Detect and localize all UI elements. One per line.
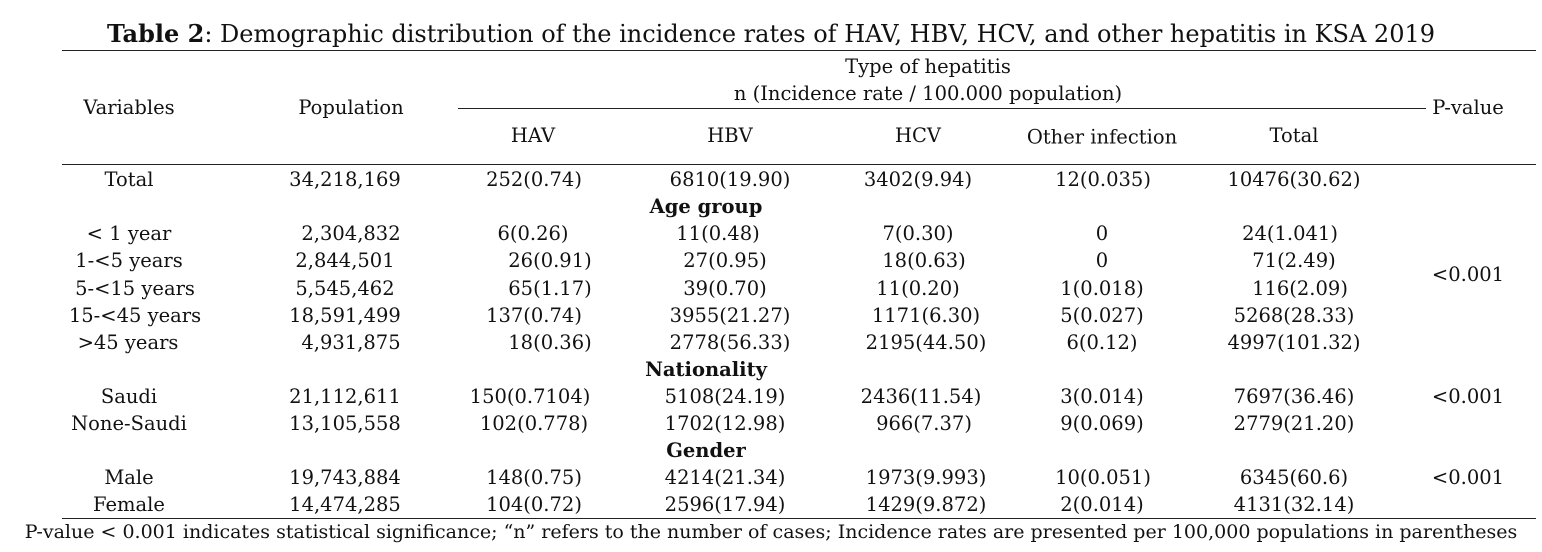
total-row-hav: 252(0.74) xyxy=(486,168,582,191)
age-row-label: 1-<5 years xyxy=(75,249,183,272)
nationality-row-hbv: 5108(24.19) xyxy=(664,385,786,408)
age-row-hbv: 2778(56.33) xyxy=(669,331,791,354)
nationality-row-total: 7697(36.46) xyxy=(1233,385,1355,408)
header-hav: HAV xyxy=(510,124,556,147)
age-row-hbv: 3955(21.27) xyxy=(669,304,791,327)
age-row-label: >45 years xyxy=(77,331,179,354)
age-row-other: 5(0.027) xyxy=(1060,304,1144,327)
header-p-value: P-value xyxy=(1432,96,1504,119)
age-row-hav: 137(0.74) xyxy=(486,304,582,327)
gender-row-hbv: 4214(21.34) xyxy=(664,466,786,489)
age-row-other: 1(0.018) xyxy=(1060,277,1144,300)
gender-row-population: 19,743,884 xyxy=(289,466,401,489)
gender-row-hav: 104(0.72) xyxy=(486,493,582,516)
header-type-of-hepatitis: Type of hepatitis xyxy=(845,55,1011,78)
age-row-population: 5,545,462 xyxy=(295,277,395,300)
nationality-row-label: Saudi xyxy=(100,385,158,408)
total-row-hcv: 3402(9.94) xyxy=(863,168,973,191)
top-rule xyxy=(62,50,1536,51)
nationality-row-hbv: 1702(12.98) xyxy=(664,412,786,435)
table-label: Table 2 xyxy=(106,19,205,48)
age-group-p-value: <0.001 xyxy=(1431,263,1505,286)
age-row-label: 5-<15 years xyxy=(75,277,195,300)
age-row-other: 0 xyxy=(1095,249,1109,272)
gender-row-hcv: 1429(9.872) xyxy=(865,493,987,516)
gender-row-population: 14,474,285 xyxy=(289,493,401,516)
gender-p-value: <0.001 xyxy=(1431,466,1505,489)
nationality-row-total: 2779(21.20) xyxy=(1233,412,1355,435)
age-row-population: 2,304,832 xyxy=(301,222,401,245)
age-row-hcv: 11(0.20) xyxy=(876,277,960,300)
age-row-total: 24(1.041) xyxy=(1242,222,1338,245)
age-row-other: 0 xyxy=(1095,222,1109,245)
age-row-hbv: 27(0.95) xyxy=(683,249,767,272)
age-row-hav: 18(0.36) xyxy=(508,331,592,354)
total-row-total: 10476(30.62) xyxy=(1227,168,1361,191)
nationality-row-other: 9(0.069) xyxy=(1060,412,1144,435)
nationality-row-label: None-Saudi xyxy=(71,412,187,435)
gender-row-other: 2(0.014) xyxy=(1060,493,1144,516)
age-row-hav: 6(0.26) xyxy=(497,222,569,245)
age-row-hcv: 2195(44.50) xyxy=(865,331,987,354)
age-row-label: < 1 year xyxy=(86,222,172,245)
gender-row-label: Female xyxy=(93,493,165,516)
age-row-hav: 65(1.17) xyxy=(508,277,592,300)
total-row-population: 34,218,169 xyxy=(289,168,401,191)
age-row-hcv: 1171(6.30) xyxy=(871,304,981,327)
table-caption-text: : Demographic distribution of the incide… xyxy=(204,20,1436,48)
header-total: Total xyxy=(1269,124,1319,147)
age-row-total: 4997(101.32) xyxy=(1227,331,1361,354)
table-caption: Table 2: Demographic distribution of the… xyxy=(0,18,1542,50)
total-row-hbv: 6810(19.90) xyxy=(669,168,791,191)
age-row-population: 2,844,501 xyxy=(295,249,395,272)
gender-row-label: Male xyxy=(104,466,154,489)
gender-row-hcv: 1973(9.993) xyxy=(865,466,987,489)
age-row-total: 71(2.49) xyxy=(1252,249,1336,272)
header-incidence-note: n (Incidence rate / 100.000 population) xyxy=(733,82,1123,105)
header-hcv: HCV xyxy=(894,124,942,147)
nationality-row-other: 3(0.014) xyxy=(1060,385,1144,408)
gender-row-other: 10(0.051) xyxy=(1055,466,1151,489)
age-row-population: 18,591,499 xyxy=(289,304,401,327)
section-title-gender: Gender xyxy=(666,439,746,462)
age-row-hbv: 39(0.70) xyxy=(683,277,767,300)
table-footnote: P-value < 0.001 indicates statistical si… xyxy=(24,521,1518,543)
header-hbv: HBV xyxy=(707,124,753,147)
nationality-row-hav: 102(0.778) xyxy=(479,412,589,435)
age-row-hbv: 11(0.48) xyxy=(676,222,760,245)
nationality-row-hcv: 2436(11.54) xyxy=(860,385,982,408)
nationality-row-population: 21,112,611 xyxy=(289,385,401,408)
nationality-row-hcv: 966(7.37) xyxy=(876,412,972,435)
group-rule xyxy=(458,108,1426,109)
age-row-total: 5268(28.33) xyxy=(1233,304,1355,327)
age-row-hav: 26(0.91) xyxy=(508,249,592,272)
header-population: Population xyxy=(298,96,404,119)
age-row-hcv: 18(0.63) xyxy=(882,249,966,272)
total-row-label: Total xyxy=(104,168,154,191)
age-row-other: 6(0.12) xyxy=(1066,331,1138,354)
section-title-age-group: Age group xyxy=(649,195,763,218)
section-title-nationality: Nationality xyxy=(645,358,767,381)
header-variables: Variables xyxy=(83,96,175,119)
nationality-p-value: <0.001 xyxy=(1431,385,1505,408)
header-other-infection: Other infection xyxy=(1026,125,1178,149)
age-row-label: 15-<45 years xyxy=(68,304,202,327)
gender-row-hav: 148(0.75) xyxy=(486,466,582,489)
nationality-row-population: 13,105,558 xyxy=(289,412,401,435)
header-bottom-rule xyxy=(62,164,1536,165)
nationality-row-hav: 150(0.7104) xyxy=(469,385,591,408)
gender-row-hbv: 2596(17.94) xyxy=(664,493,786,516)
age-row-population: 4,931,875 xyxy=(301,331,401,354)
age-row-total: 116(2.09) xyxy=(1252,277,1348,300)
table-bottom-rule xyxy=(62,518,1536,519)
age-row-hcv: 7(0.30) xyxy=(882,222,954,245)
gender-row-total: 4131(32.14) xyxy=(1233,493,1355,516)
total-row-other: 12(0.035) xyxy=(1055,168,1151,191)
gender-row-total: 6345(60.6) xyxy=(1239,466,1349,489)
